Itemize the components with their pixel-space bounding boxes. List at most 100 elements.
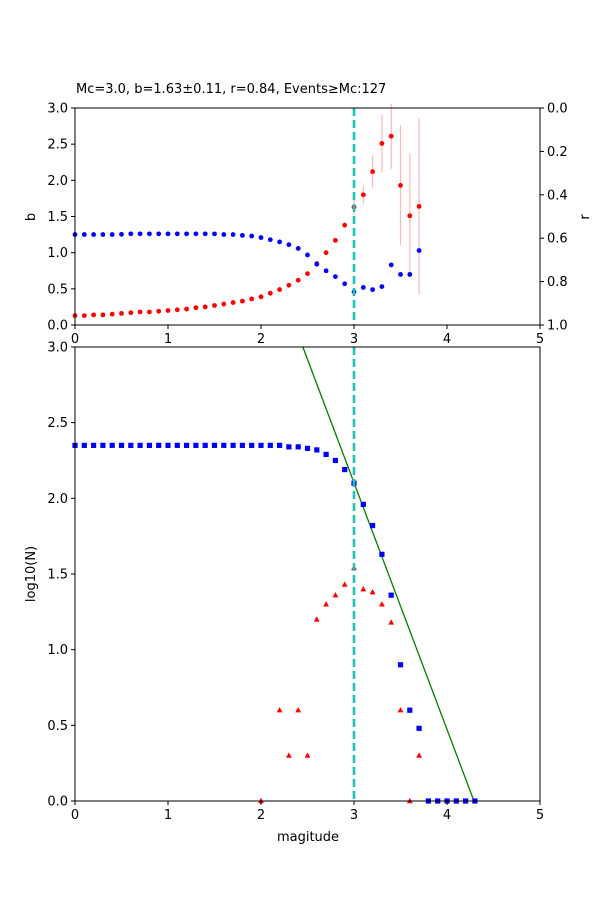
y-tick-label: 2.0 [47,492,68,507]
data-point [379,601,385,607]
x-tick-label: 4 [443,808,451,823]
data-point [313,616,320,622]
data-point [91,442,97,448]
data-point [109,232,115,237]
data-point [81,442,87,448]
data-point [314,447,320,453]
y2-tick-label: 0.8 [547,275,568,290]
data-point [230,232,236,237]
data-point [323,250,329,256]
x-tick-label: 4 [443,332,451,347]
y-tick-label: 1.0 [47,643,68,658]
data-point [370,287,375,293]
bottom-plot-xlabel: magitude [277,830,339,845]
data-point [249,233,255,239]
data-point [295,707,302,713]
data-point [221,301,227,307]
data-point [212,303,217,308]
x-tick-label: 0 [71,332,79,347]
data-point [118,442,125,448]
data-point [332,591,339,598]
data-point [407,213,413,219]
x-tick-label: 5 [536,808,544,823]
data-point [193,305,199,311]
data-point [109,442,115,448]
data-point [267,290,273,296]
data-point [304,752,311,758]
data-point [323,601,329,607]
data-point [91,232,96,237]
x-tick-label: 3 [350,808,358,823]
y-tick-label: 1.5 [47,210,68,225]
data-point [286,242,292,248]
x-tick-label: 1 [164,808,172,823]
top-plot-b-r: 0 1 2 3 4 5 0.0 0.5 1.0 1.5 2.0 2.5 3.0 0.0 0.2 0.4 0.6 0… [47,102,567,348]
data-point [323,451,329,458]
data-point [388,592,394,598]
data-point [379,141,385,146]
data-point [323,268,329,274]
data-point [360,501,366,507]
data-point [211,442,218,448]
data-point [156,231,162,237]
data-point [137,231,143,237]
top-plot-y2label: r [578,214,593,220]
y-tick-label: 3.0 [47,102,68,117]
data-point [286,752,292,758]
y2-tick-label: 0.4 [547,188,568,203]
data-point [360,192,366,198]
data-point [193,442,199,448]
data-point [304,445,311,451]
data-point [240,298,245,304]
data-point [193,231,199,237]
x-tick-label: 3 [350,332,358,347]
data-point [360,285,366,290]
bottom-plot-log-n: 0 1 2 3 4 5 0.0 0.5 1.0 1.5 2.0 2.5 3.0 [47,341,544,824]
data-point [174,307,180,313]
data-point [184,231,190,237]
data-point [147,309,152,315]
data-point [128,231,134,237]
fit-line [302,346,475,802]
data-point [388,619,395,625]
y-tick-label: 0.0 [47,795,68,810]
data-point [137,309,143,315]
data-point [370,522,376,529]
data-point [202,442,208,448]
y-tick-label: 0.5 [47,719,68,734]
data-point [165,308,171,313]
data-point [379,284,385,289]
data-point [119,231,124,237]
data-point [146,442,152,448]
data-point [286,282,292,288]
data-point [100,442,106,448]
data-point [147,231,152,237]
data-point [81,232,87,237]
data-point [333,274,338,280]
data-point [119,311,124,316]
top-plot-title: Mc=3.0, b=1.63±0.11, r=0.84, Events≥Mc:1… [76,82,386,97]
data-point [230,300,236,305]
data-point [388,133,394,139]
data-point [239,442,245,448]
data-point [109,311,115,317]
data-point [314,261,320,267]
data-point [277,239,282,245]
data-point [184,306,190,312]
y2-tick-label: 0.6 [547,232,568,247]
data-point [249,442,255,448]
data-point [388,262,394,268]
data-point [407,272,413,277]
data-point [267,442,273,448]
y-tick-label: 2.5 [47,416,68,431]
x-tick-label: 1 [164,332,172,347]
data-point [212,231,217,237]
data-point [240,232,245,238]
data-point [342,281,348,287]
data-point [258,442,264,448]
data-point [174,231,180,237]
data-point [100,312,106,318]
data-point [369,588,376,595]
data-point [165,231,171,237]
